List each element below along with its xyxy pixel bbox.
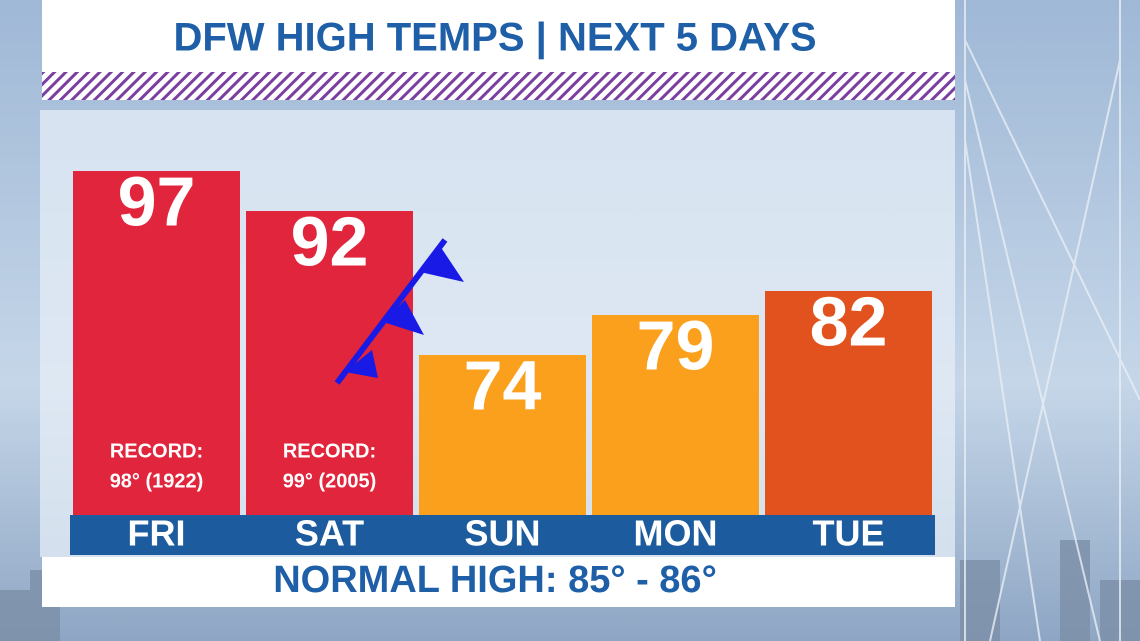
x-tick-label: SUN	[464, 513, 540, 554]
value-label: 74	[464, 346, 542, 424]
bar	[246, 211, 413, 515]
bar	[419, 355, 586, 515]
footer: NORMAL HIGH: 85° - 86°	[273, 559, 717, 601]
cold-front	[334, 238, 464, 385]
record-label: 99° (2005)	[283, 470, 377, 492]
record-label: RECORD:	[110, 440, 203, 462]
title-hatch	[42, 72, 955, 100]
value-label: 97	[118, 162, 196, 240]
record-label: RECORD:	[283, 440, 376, 462]
x-tick-label: MON	[634, 513, 718, 554]
x-tick-label: SAT	[295, 513, 364, 554]
bar	[765, 291, 932, 515]
bridge-cables	[964, 0, 1140, 641]
bar	[592, 315, 759, 515]
bars: 97 FRI RECORD: 98° (1922) 92 SAT RECORD: 99° (2…	[73, 162, 932, 554]
x-tick-label: FRI	[128, 513, 186, 554]
x-tick-label: TUE	[813, 513, 885, 554]
bar	[73, 171, 240, 515]
value-label: 82	[810, 282, 888, 360]
footer-box	[42, 557, 955, 607]
value-label: 79	[637, 306, 715, 384]
record-label: 98° (1922)	[110, 470, 204, 492]
value-label: 92	[291, 202, 369, 280]
day-band	[70, 515, 935, 555]
chart-title: DFW HIGH TEMPS | NEXT 5 DAYS	[173, 16, 816, 60]
